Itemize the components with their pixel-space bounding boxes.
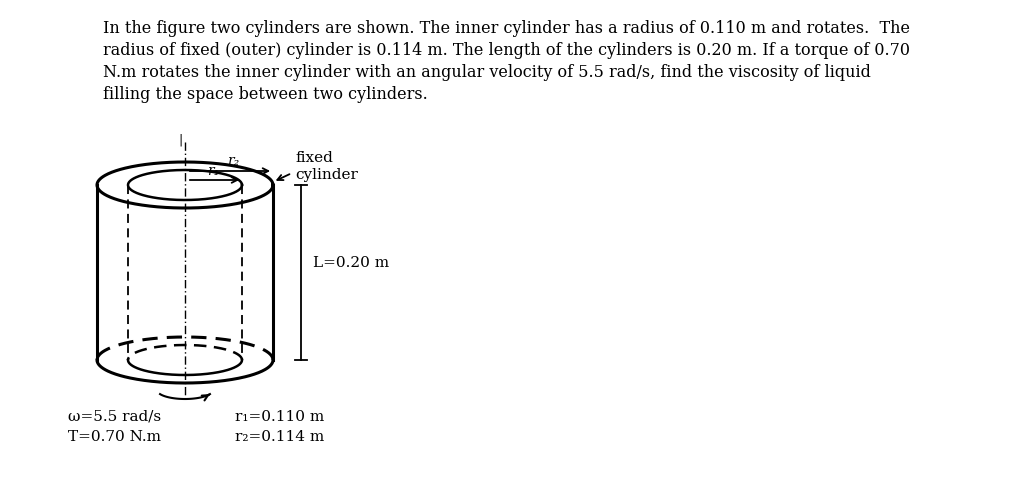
Text: cylinder: cylinder bbox=[295, 168, 358, 182]
Text: |: | bbox=[179, 134, 183, 147]
Text: N.m rotates the inner cylinder with an angular velocity of 5.5 rad/s, find the v: N.m rotates the inner cylinder with an a… bbox=[103, 64, 871, 81]
Text: r₂=0.114 m: r₂=0.114 m bbox=[235, 430, 324, 444]
Text: ω=5.5 rad/s: ω=5.5 rad/s bbox=[68, 410, 162, 424]
Text: r₁: r₁ bbox=[207, 164, 220, 178]
Text: fixed: fixed bbox=[295, 151, 333, 165]
Text: r₂: r₂ bbox=[227, 154, 240, 168]
Text: In the figure two cylinders are shown. The inner cylinder has a radius of 0.110 : In the figure two cylinders are shown. T… bbox=[103, 20, 910, 37]
Text: radius of fixed (outer) cylinder is 0.114 m. The length of the cylinders is 0.20: radius of fixed (outer) cylinder is 0.11… bbox=[103, 42, 910, 59]
Text: filling the space between two cylinders.: filling the space between two cylinders. bbox=[103, 86, 428, 103]
Text: r₁=0.110 m: r₁=0.110 m bbox=[235, 410, 324, 424]
Text: T=0.70 N.m: T=0.70 N.m bbox=[68, 430, 162, 444]
Text: L=0.20 m: L=0.20 m bbox=[313, 256, 390, 270]
